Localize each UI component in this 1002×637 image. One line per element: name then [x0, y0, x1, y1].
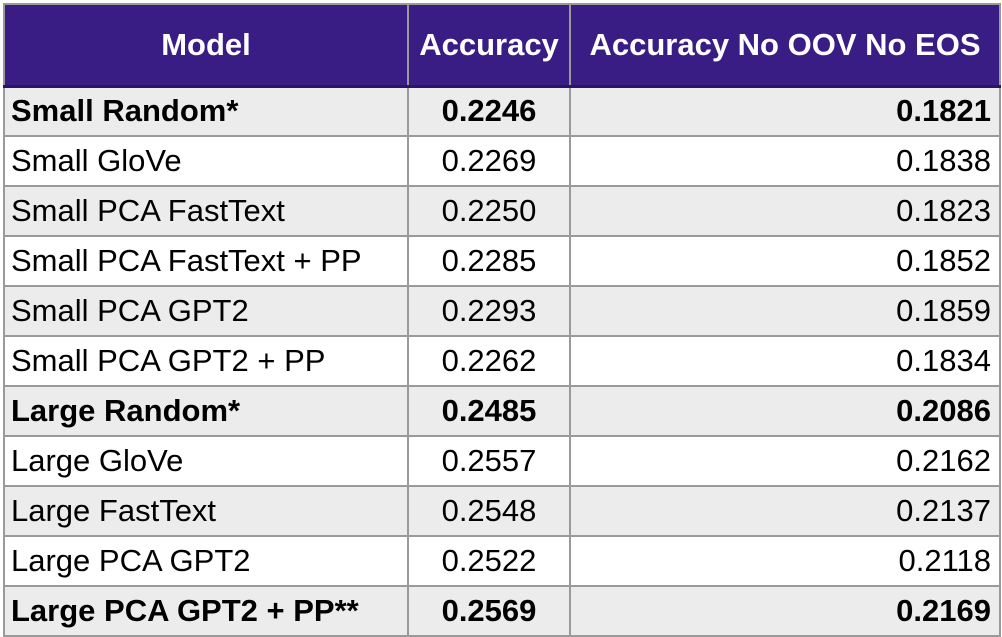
table-row: Small PCA GPT2 0.2293 0.1859 — [3, 285, 1001, 337]
cell-accuracy-no-oov-no-eos: 0.2137 — [569, 485, 1001, 537]
table-row: Small PCA GPT2 + PP 0.2262 0.1834 — [3, 335, 1001, 387]
table-row: Large FastText 0.2548 0.2137 — [3, 485, 1001, 537]
table-row: Small PCA FastText 0.2250 0.1823 — [3, 185, 1001, 237]
cell-accuracy-no-oov-no-eos: 0.2086 — [569, 385, 1001, 437]
cell-accuracy-no-oov-no-eos: 0.2118 — [569, 535, 1001, 587]
header-model: Model — [3, 3, 409, 88]
header-row: Model Accuracy Accuracy No OOV No EOS — [3, 3, 1001, 88]
cell-accuracy-no-oov-no-eos: 0.2169 — [569, 585, 1001, 637]
cell-accuracy: 0.2485 — [407, 385, 571, 437]
cell-accuracy-no-oov-no-eos: 0.1821 — [569, 85, 1001, 137]
results-table: Model Accuracy Accuracy No OOV No EOS Sm… — [3, 3, 1001, 637]
cell-model: Small Random* — [3, 85, 409, 137]
cell-model: Large PCA GPT2 — [3, 535, 409, 587]
cell-accuracy-no-oov-no-eos: 0.1859 — [569, 285, 1001, 337]
cell-accuracy: 0.2522 — [407, 535, 571, 587]
cell-model: Large GloVe — [3, 435, 409, 487]
cell-accuracy: 0.2569 — [407, 585, 571, 637]
cell-model: Large Random* — [3, 385, 409, 437]
cell-model: Small PCA FastText — [3, 185, 409, 237]
table-row: Small PCA FastText + PP 0.2285 0.1852 — [3, 235, 1001, 287]
table-header: Model Accuracy Accuracy No OOV No EOS — [3, 3, 1001, 88]
cell-accuracy-no-oov-no-eos: 0.1852 — [569, 235, 1001, 287]
cell-accuracy-no-oov-no-eos: 0.1838 — [569, 135, 1001, 187]
cell-accuracy: 0.2269 — [407, 135, 571, 187]
cell-model: Small PCA GPT2 — [3, 285, 409, 337]
header-accuracy: Accuracy — [407, 3, 571, 88]
cell-accuracy: 0.2262 — [407, 335, 571, 387]
cell-accuracy: 0.2285 — [407, 235, 571, 287]
table-row: Large GloVe 0.2557 0.2162 — [3, 435, 1001, 487]
table-body: Small Random* 0.2246 0.1821 Small GloVe … — [3, 85, 1001, 637]
header-accuracy-no-oov-no-eos: Accuracy No OOV No EOS — [569, 3, 1001, 88]
cell-accuracy-no-oov-no-eos: 0.1834 — [569, 335, 1001, 387]
cell-model: Large PCA GPT2 + PP** — [3, 585, 409, 637]
cell-accuracy-no-oov-no-eos: 0.1823 — [569, 185, 1001, 237]
cell-accuracy: 0.2246 — [407, 85, 571, 137]
table-row: Large PCA GPT2 + PP** 0.2569 0.2169 — [3, 585, 1001, 637]
cell-accuracy: 0.2557 — [407, 435, 571, 487]
cell-accuracy: 0.2250 — [407, 185, 571, 237]
table-row: Large Random* 0.2485 0.2086 — [3, 385, 1001, 437]
cell-model: Small PCA GPT2 + PP — [3, 335, 409, 387]
cell-accuracy-no-oov-no-eos: 0.2162 — [569, 435, 1001, 487]
cell-model: Small GloVe — [3, 135, 409, 187]
cell-model: Small PCA FastText + PP — [3, 235, 409, 287]
table-row: Small Random* 0.2246 0.1821 — [3, 85, 1001, 137]
table-row: Large PCA GPT2 0.2522 0.2118 — [3, 535, 1001, 587]
table-row: Small GloVe 0.2269 0.1838 — [3, 135, 1001, 187]
cell-accuracy: 0.2293 — [407, 285, 571, 337]
cell-accuracy: 0.2548 — [407, 485, 571, 537]
cell-model: Large FastText — [3, 485, 409, 537]
